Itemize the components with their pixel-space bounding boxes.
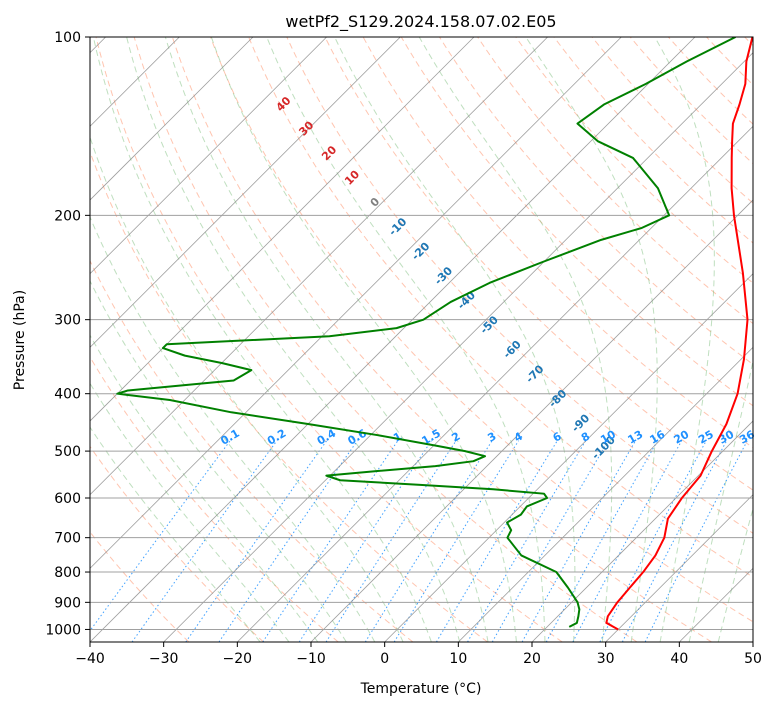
x-axis-label: Temperature (°C) bbox=[360, 681, 482, 697]
x-tick-label: −10 bbox=[296, 651, 326, 667]
isotherm-line bbox=[384, 273, 753, 642]
moist-adiabat-line bbox=[334, 37, 576, 642]
profile-lines bbox=[116, 37, 753, 631]
mixing-ratio-line bbox=[521, 440, 637, 642]
isotherm-line bbox=[90, 37, 254, 201]
dry-adiabat-line bbox=[171, 37, 712, 642]
y-tick-label: 400 bbox=[54, 387, 81, 403]
mixing-ratio-line bbox=[435, 440, 558, 642]
y-axis-label: Pressure (hPa) bbox=[12, 290, 28, 390]
x-tick-label: 0 bbox=[380, 651, 389, 667]
chart-title: wetPf2_S129.2024.158.07.02.E05 bbox=[285, 12, 556, 32]
y-tick-label: 1000 bbox=[45, 622, 81, 638]
isotherm-line bbox=[163, 52, 753, 642]
x-tick-label: −40 bbox=[75, 651, 105, 667]
dry-adiabat-line bbox=[286, 37, 753, 534]
mixing-ratio-line bbox=[572, 440, 683, 642]
moist-adiabat-line bbox=[266, 37, 546, 642]
mixing-ratio-line bbox=[644, 440, 748, 642]
mixing-ratio-line bbox=[545, 440, 659, 642]
moist-adiabat-line bbox=[688, 358, 753, 642]
mixing-ratio-line bbox=[185, 440, 328, 642]
isotherm-line bbox=[90, 37, 401, 348]
moist-adiabat-line bbox=[654, 37, 715, 642]
dry-adiabat-line bbox=[210, 37, 753, 623]
x-tick-label: 40 bbox=[670, 651, 688, 667]
mixing-ratio-line bbox=[467, 440, 587, 642]
mixing-ratio-line bbox=[364, 440, 493, 642]
moist-adiabat-line bbox=[717, 506, 753, 642]
y-tick-label: 600 bbox=[54, 491, 81, 507]
x-tick-label: 20 bbox=[523, 651, 541, 667]
dry-adiabat-line bbox=[90, 445, 264, 642]
isotherm-line bbox=[90, 37, 475, 422]
x-tick-label: 50 bbox=[744, 651, 762, 667]
x-tick-label: −20 bbox=[223, 651, 253, 667]
mixing-ratio-line bbox=[131, 440, 278, 642]
isotherm-line bbox=[605, 494, 753, 642]
y-tick-label: 300 bbox=[54, 313, 81, 329]
moist-adiabat-line bbox=[90, 135, 404, 642]
x-axis-ticks: −40 −30 −20 −10 0 10 20 30 40 50 bbox=[75, 642, 762, 667]
mixing-ratio-line bbox=[90, 440, 231, 632]
moist-adiabat-line bbox=[90, 426, 261, 642]
dry-adiabat-line bbox=[95, 37, 563, 642]
mixing-ratio-line bbox=[218, 440, 358, 642]
isotherm-line bbox=[458, 346, 753, 642]
plot-frame bbox=[89, 36, 754, 643]
isotherm-line bbox=[531, 420, 753, 642]
mixing-ratio-line bbox=[298, 440, 432, 642]
mixing-ratio-line bbox=[325, 440, 457, 642]
mixing-ratio-line bbox=[262, 440, 399, 642]
moist-adiabat-line bbox=[418, 37, 613, 642]
isotherm-line bbox=[237, 125, 753, 642]
dry-adiabat-line bbox=[515, 37, 753, 284]
dewpoint-profile-line bbox=[116, 37, 736, 628]
moist-adiabat-line bbox=[92, 37, 432, 642]
y-tick-label: 200 bbox=[54, 208, 81, 224]
isotherm-line bbox=[90, 37, 622, 569]
isotherm-line bbox=[90, 37, 327, 275]
moist-adiabat-line bbox=[90, 215, 376, 642]
y-axis-ticks: 100 200 300 400 500 600 700 800 900 1000 bbox=[45, 30, 90, 638]
moist-adiabat-line bbox=[164, 37, 489, 642]
x-tick-label: 10 bbox=[449, 651, 467, 667]
dry-adiabat-line bbox=[324, 37, 753, 491]
y-tick-label: 800 bbox=[54, 565, 81, 581]
y-tick-label: 500 bbox=[54, 444, 81, 460]
isotherm-line bbox=[310, 199, 753, 642]
mixing-ratio-labels: 0.1 0.2 0.4 0.6 1 1.5 2 3 4 6 8 10 13 16 20 25 30 36 bbox=[218, 426, 757, 447]
moist-adiabat-line bbox=[126, 37, 461, 642]
dry-adiabat-line bbox=[90, 259, 414, 642]
dry-adiabat-line bbox=[248, 37, 753, 578]
moist-adiabat-line bbox=[210, 37, 517, 642]
y-tick-label: 900 bbox=[54, 595, 81, 611]
y-tick-label: 700 bbox=[54, 531, 81, 547]
x-tick-label: −30 bbox=[149, 651, 179, 667]
y-tick-label: 100 bbox=[54, 30, 81, 46]
moist-adiabat-line bbox=[90, 334, 319, 642]
x-tick-label: 30 bbox=[597, 651, 615, 667]
dry-adiabat-line bbox=[90, 356, 339, 642]
temperature-profile-line bbox=[605, 37, 753, 631]
moist-adiabat-line bbox=[90, 382, 290, 642]
moist-adiabat-line bbox=[525, 37, 658, 642]
